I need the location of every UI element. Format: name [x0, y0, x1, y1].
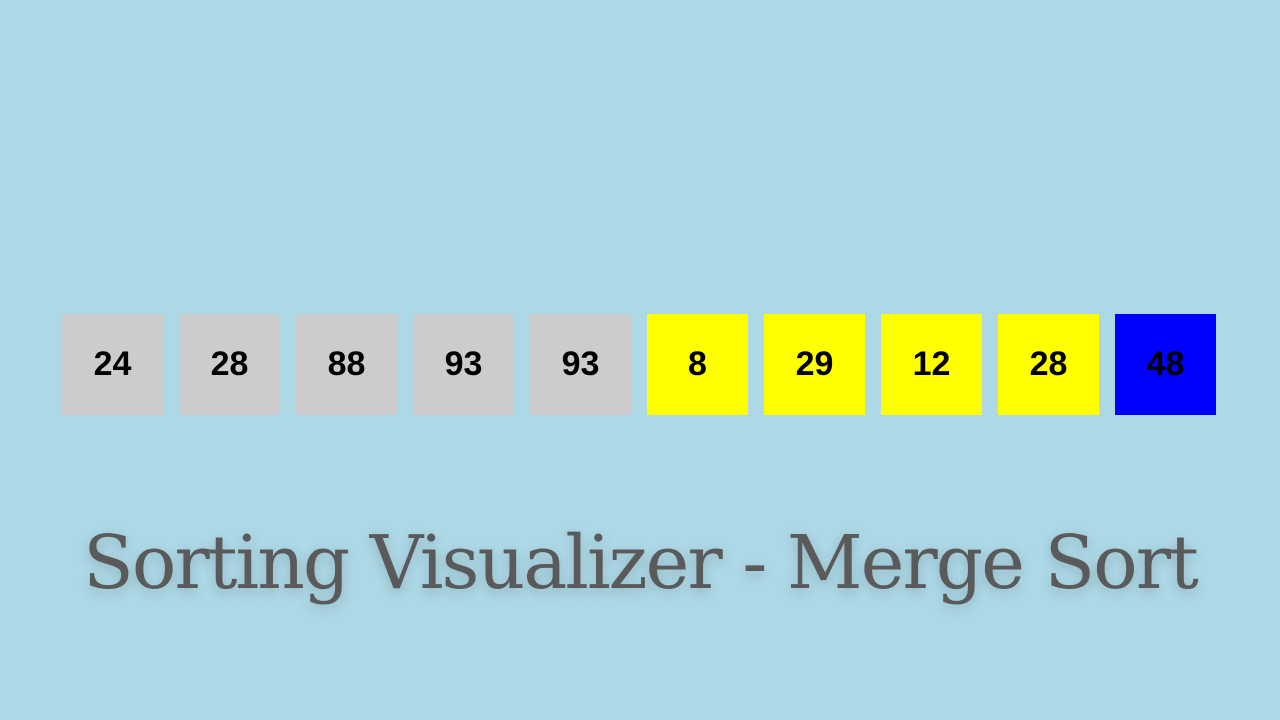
- array-cell-9: 48: [1115, 314, 1216, 415]
- array-cell-6: 29: [764, 314, 865, 415]
- array-cell-1: 28: [179, 314, 280, 415]
- array-cell-2: 88: [296, 314, 397, 415]
- array-row: 24 28 88 93 93 8 29 12 28 48: [62, 314, 1216, 415]
- array-cell-7: 12: [881, 314, 982, 415]
- array-cell-3: 93: [413, 314, 514, 415]
- array-cell-8: 28: [998, 314, 1099, 415]
- array-cell-4: 93: [530, 314, 631, 415]
- array-cell-5: 8: [647, 314, 748, 415]
- page-title: Sorting Visualizer - Merge Sort: [83, 520, 1199, 606]
- array-cell-0: 24: [62, 314, 163, 415]
